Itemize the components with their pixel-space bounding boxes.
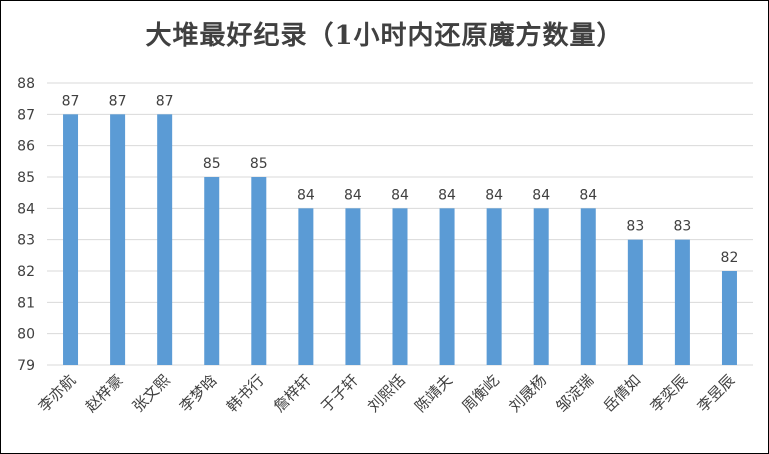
y-tick-label: 85: [17, 170, 35, 186]
category-label: 陈靖夫: [411, 371, 456, 416]
y-axis-ticks: 79 80 81 82 83 84 85 86 87 88: [17, 76, 35, 374]
category-label: 周衡屹: [458, 371, 503, 416]
category-label: 李昱辰: [694, 371, 739, 416]
category-label: 李奕辰: [647, 371, 692, 416]
data-label: 87: [109, 93, 127, 109]
data-label: 87: [62, 93, 80, 109]
data-label: 85: [250, 156, 268, 172]
bars: [63, 114, 737, 365]
bar: [533, 208, 549, 365]
bar: [204, 177, 220, 365]
y-tick-label: 86: [17, 139, 35, 155]
category-labels: 李亦航 赵梓豪 张文熙 李梦晗 韩书行 詹梓轩 于子轩 刘熙恬 陈靖夫 周衡屹 刘晟杨 邹淀瑞 岳倩如李…: [35, 371, 738, 416]
data-label: 84: [532, 187, 550, 203]
bar: [392, 208, 408, 365]
data-labels: 87 87 87 85 85 84 84 84 84 84 84 84 83 83 82: [62, 93, 739, 266]
data-label: 85: [203, 156, 221, 172]
category-label: 岳倩如: [600, 371, 645, 416]
data-label: 84: [391, 187, 409, 203]
category-label: 李梦晗: [176, 371, 221, 416]
data-label: 87: [156, 93, 174, 109]
bar: [674, 239, 690, 365]
category-label: 于子轩: [317, 371, 362, 416]
bar: [298, 208, 314, 365]
category-label: 韩书行: [223, 371, 268, 416]
data-label: 83: [673, 219, 691, 235]
y-tick-label: 82: [17, 264, 35, 280]
bar: [721, 271, 737, 365]
y-tick-label: 79: [17, 358, 35, 374]
data-label: 84: [297, 187, 315, 203]
category-label: 邹淀瑞: [553, 371, 598, 416]
y-tick-label: 84: [17, 201, 35, 217]
y-tick-label: 81: [17, 295, 35, 311]
category-label: 詹梓轩: [270, 371, 315, 416]
bar: [251, 177, 267, 365]
category-label: 刘熙恬: [364, 371, 409, 416]
bar: [157, 114, 173, 365]
bar: [486, 208, 502, 365]
data-label: 84: [579, 187, 597, 203]
data-label: 83: [626, 219, 644, 235]
bar: [580, 208, 596, 365]
y-tick-label: 83: [17, 233, 35, 249]
category-label: 李亦航: [35, 371, 80, 416]
bar: [110, 114, 126, 365]
chart-title: 大堆最好纪录（1小时内还原魔方数量）: [145, 21, 624, 51]
data-label: 84: [485, 187, 503, 203]
bar: [439, 208, 455, 365]
bar: [63, 114, 79, 365]
category-label: 赵梓豪: [82, 371, 127, 416]
data-label: 82: [721, 250, 739, 266]
category-label: 刘晟杨: [505, 371, 550, 416]
category-label: 张文熙: [129, 371, 174, 416]
bar: [345, 208, 361, 365]
data-label: 84: [438, 187, 456, 203]
y-tick-label: 88: [17, 76, 35, 92]
data-label: 84: [344, 187, 362, 203]
y-tick-label: 80: [17, 327, 35, 343]
y-tick-label: 87: [17, 107, 35, 123]
bar: [627, 239, 643, 365]
